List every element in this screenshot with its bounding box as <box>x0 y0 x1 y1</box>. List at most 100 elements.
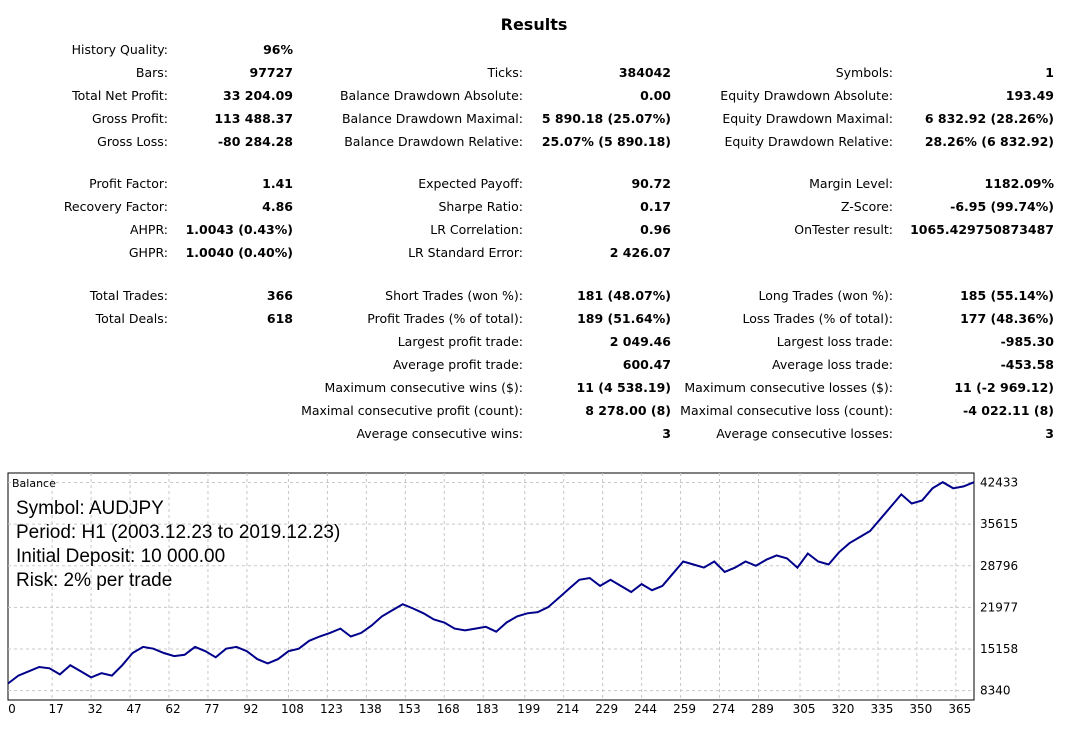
x-tick-label: 62 <box>165 702 180 716</box>
x-tick-label: 305 <box>793 702 816 716</box>
stat-value: 1065.429750873487 <box>910 222 1054 237</box>
x-tick-label: 153 <box>398 702 421 716</box>
stat-value: 33 204.09 <box>223 88 293 103</box>
stat-label: Total Net Profit: <box>72 88 168 103</box>
x-tick-label: 47 <box>126 702 141 716</box>
stat-label: LR Standard Error: <box>408 245 523 260</box>
stat-label: Expected Payoff: <box>418 176 523 191</box>
stat-label: Largest loss trade: <box>776 334 893 349</box>
chart-info-line: Symbol: AUDJPY <box>16 498 164 519</box>
stat-value: 11 (-2 969.12) <box>954 380 1054 395</box>
y-axis-ticks: 8340 15158 21977 28796 35615 42433 <box>980 476 1018 698</box>
chart-info-line: Risk: 2% per trade <box>16 570 172 591</box>
x-tick-label: 123 <box>320 702 343 716</box>
stat-value: 1 <box>1045 65 1054 80</box>
stat-label: Balance Drawdown Absolute: <box>339 88 523 103</box>
stat-value: 28.26% (6 832.92) <box>924 134 1054 149</box>
stat-value: 2 426.07 <box>609 245 671 260</box>
stat-label: Gross Loss: <box>97 134 168 149</box>
stat-label: Average profit trade: <box>392 357 523 372</box>
x-tick-label: 244 <box>634 702 657 716</box>
x-tick-label: 289 <box>751 702 774 716</box>
stat-value: 1.0043 (0.43%) <box>185 222 293 237</box>
x-tick-label: 32 <box>87 702 102 716</box>
stat-label: Total Trades: <box>89 288 168 303</box>
stat-label: Profit Factor: <box>89 176 168 191</box>
stat-value: -4 022.11 (8) <box>963 403 1054 418</box>
chart-info-line: Initial Deposit: 10 000.00 <box>16 546 225 567</box>
stat-label: Gross Profit: <box>91 111 168 126</box>
y-tick-label: 28796 <box>980 559 1018 573</box>
stat-label: Total Deals: <box>95 311 168 326</box>
stat-value: 618 <box>266 311 293 326</box>
stat-label: Maximal consecutive loss (count): <box>680 403 893 418</box>
stat-label: Average consecutive losses: <box>716 426 893 441</box>
stat-value: 1.0040 (0.40%) <box>185 245 293 260</box>
chart-info-block: Symbol: AUDJPY Period: H1 (2003.12.23 to … <box>16 498 340 591</box>
stat-label: Equity Drawdown Relative: <box>724 134 893 149</box>
x-tick-label: 0 <box>8 702 16 716</box>
stat-value: 5 890.18 (25.07%) <box>541 111 671 126</box>
page-title: Results <box>500 15 568 34</box>
stat-value: 189 (51.64%) <box>577 311 671 326</box>
x-axis-ticks: 0 17 32 47 62 77 92 108 123 138 153 168 183 199 214 229… <box>8 702 971 716</box>
stat-value: 384042 <box>618 65 671 80</box>
stat-label: LR Correlation: <box>430 222 523 237</box>
stat-value: 600.47 <box>622 357 671 372</box>
stat-label: Ticks: <box>487 65 523 80</box>
x-tick-label: 183 <box>476 702 499 716</box>
stat-value: 90.72 <box>631 176 671 191</box>
stat-label: Z-Score: <box>840 199 893 214</box>
x-tick-label: 17 <box>49 702 64 716</box>
stat-value: 177 (48.36%) <box>960 311 1054 326</box>
stat-label: Maximum consecutive losses ($): <box>684 380 893 395</box>
stat-label: Profit Trades (% of total): <box>367 311 523 326</box>
stat-value: -453.58 <box>1000 357 1054 372</box>
stat-value: 181 (48.07%) <box>577 288 671 303</box>
x-tick-label: 77 <box>204 702 219 716</box>
stat-value: 0.96 <box>640 222 671 237</box>
x-tick-label: 320 <box>832 702 855 716</box>
stat-label: Margin Level: <box>809 176 893 191</box>
stat-label: Long Trades (won %): <box>758 288 893 303</box>
stat-value: 185 (55.14%) <box>960 288 1054 303</box>
stat-value: 193.49 <box>1005 88 1054 103</box>
stat-value: -80 284.28 <box>217 134 293 149</box>
stat-value: 113 488.37 <box>214 111 293 126</box>
stat-value: 0.17 <box>640 199 671 214</box>
balance-chart-panel: 0 17 32 47 62 77 92 108 123 138 153 168 183 199 214 229… <box>0 470 1068 730</box>
stat-label: Short Trades (won %): <box>385 288 523 303</box>
stat-label: Loss Trades (% of total): <box>742 311 893 326</box>
stat-value: 8 278.00 (8) <box>585 403 671 418</box>
stat-value: 366 <box>266 288 293 303</box>
stat-label: Balance Drawdown Maximal: <box>341 111 523 126</box>
stat-label: Equity Drawdown Maximal: <box>722 111 893 126</box>
chart-title: Balance <box>12 477 56 490</box>
x-tick-label: 274 <box>712 702 735 716</box>
stat-value: 1182.09% <box>984 176 1054 191</box>
stat-label: Maximal consecutive profit (count): <box>301 403 523 418</box>
x-tick-label: 92 <box>243 702 258 716</box>
stat-value: -985.30 <box>1000 334 1054 349</box>
stat-value: 2 049.46 <box>609 334 671 349</box>
stat-value: 3 <box>662 426 671 441</box>
stat-label: History Quality: <box>71 42 168 57</box>
stat-label: Recovery Factor: <box>63 199 168 214</box>
stat-value: 1.41 <box>262 176 293 191</box>
y-tick-label: 42433 <box>980 476 1018 490</box>
stat-label: Balance Drawdown Relative: <box>344 134 523 149</box>
stat-label: Largest profit trade: <box>397 334 523 349</box>
stat-value: 25.07% (5 890.18) <box>541 134 671 149</box>
x-tick-label: 335 <box>870 702 893 716</box>
x-tick-label: 365 <box>948 702 971 716</box>
x-tick-label: 350 <box>909 702 932 716</box>
stat-value: -6.95 (99.74%) <box>950 199 1054 214</box>
stat-value: 0.00 <box>640 88 671 103</box>
x-tick-label: 199 <box>517 702 540 716</box>
balance-chart: 0 17 32 47 62 77 92 108 123 138 153 168 183 199 214 229… <box>7 472 1018 716</box>
stat-value: 6 832.92 (28.26%) <box>924 111 1054 126</box>
stat-value: 4.86 <box>262 199 293 214</box>
stat-label: Average consecutive wins: <box>356 426 523 441</box>
stat-value: 11 (4 538.19) <box>576 380 671 395</box>
y-tick-label: 15158 <box>980 642 1018 656</box>
